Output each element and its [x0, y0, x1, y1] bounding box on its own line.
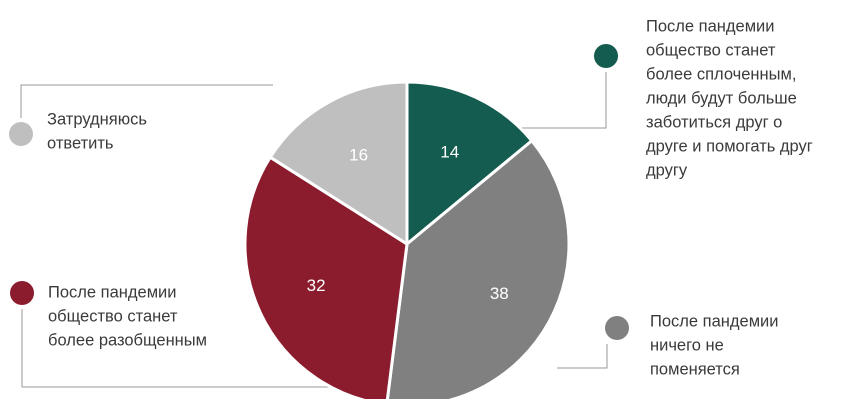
legend-marker	[9, 122, 33, 146]
slice-value-label: 32	[307, 276, 326, 295]
leader-lines	[20, 72, 608, 388]
legend-label-line: ничего не	[650, 336, 724, 354]
legend-label-line: После пандемии	[646, 17, 774, 35]
legend-label-line: После пандемии	[650, 312, 778, 330]
legend-label-line: После пандемии	[48, 283, 176, 301]
legend: После пандемии общество станет более сплоч…	[9, 17, 813, 378]
slice-value-label: 38	[490, 284, 509, 303]
legend-label: После пандемии ничего не поменяется	[650, 312, 778, 378]
legend-label-line: люди будут больше	[646, 89, 797, 107]
legend-label-line: друге и помогать друг	[646, 137, 813, 155]
legend-label-line: более разобщенным	[48, 331, 207, 349]
leader-line	[517, 72, 607, 129]
legend-label-line: более сплоченным,	[646, 65, 796, 83]
legend-marker	[605, 316, 629, 340]
legend-label-line: общество станет	[48, 307, 178, 325]
pie-slice	[243, 155, 409, 399]
legend-marker	[10, 281, 34, 305]
legend-label: Затрудняюсь ответить	[47, 110, 147, 152]
pie-slices	[243, 80, 571, 399]
legend-label-line: другу	[646, 161, 688, 179]
pie-slice	[268, 80, 409, 246]
pie-slice	[405, 80, 534, 246]
legend-label-line: общество станет	[646, 41, 776, 59]
legend-label: После пандемии общество станет более разоб…	[48, 283, 207, 349]
legend-label-line: Затрудняюсь	[47, 110, 147, 128]
leader-line	[20, 84, 273, 118]
value-labels: 14 38 32 16	[307, 143, 509, 304]
legend-label-line: заботиться друг о	[646, 113, 782, 131]
legend-label-line: поменяется	[650, 360, 740, 378]
slice-value-label: 16	[349, 145, 368, 164]
leader-line	[557, 344, 608, 369]
legend-label-line: ответить	[47, 134, 114, 152]
slice-value-label: 14	[440, 143, 459, 162]
legend-label: После пандемии общество станет более сплоч…	[646, 17, 813, 179]
pie-slice	[385, 139, 571, 399]
leader-line	[21, 309, 345, 388]
legend-marker	[594, 44, 618, 68]
